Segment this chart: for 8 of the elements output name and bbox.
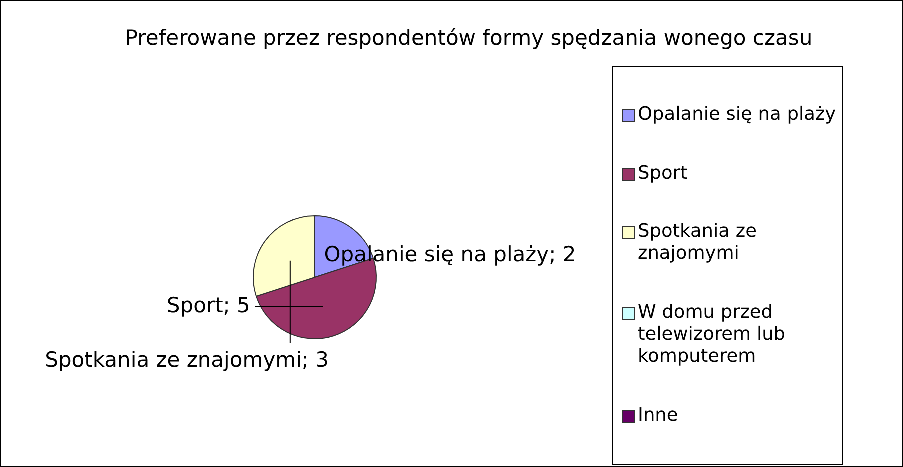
legend-label: Inne bbox=[638, 405, 680, 428]
legend-label: Sport bbox=[638, 162, 689, 185]
legend-label: Spotkania ze znajomymi bbox=[638, 221, 758, 266]
data-label: Spotkania ze znajomymi; 3 bbox=[45, 348, 330, 372]
chart-title: Preferowane przez respondentów formy spędzania wonego czasu bbox=[124, 25, 814, 51]
legend-label: W domu przed telewizorem lub komputerem bbox=[638, 302, 787, 368]
data-label: Sport; 5 bbox=[166, 293, 250, 318]
legend-label: Opalanie się na plaży bbox=[638, 104, 838, 126]
